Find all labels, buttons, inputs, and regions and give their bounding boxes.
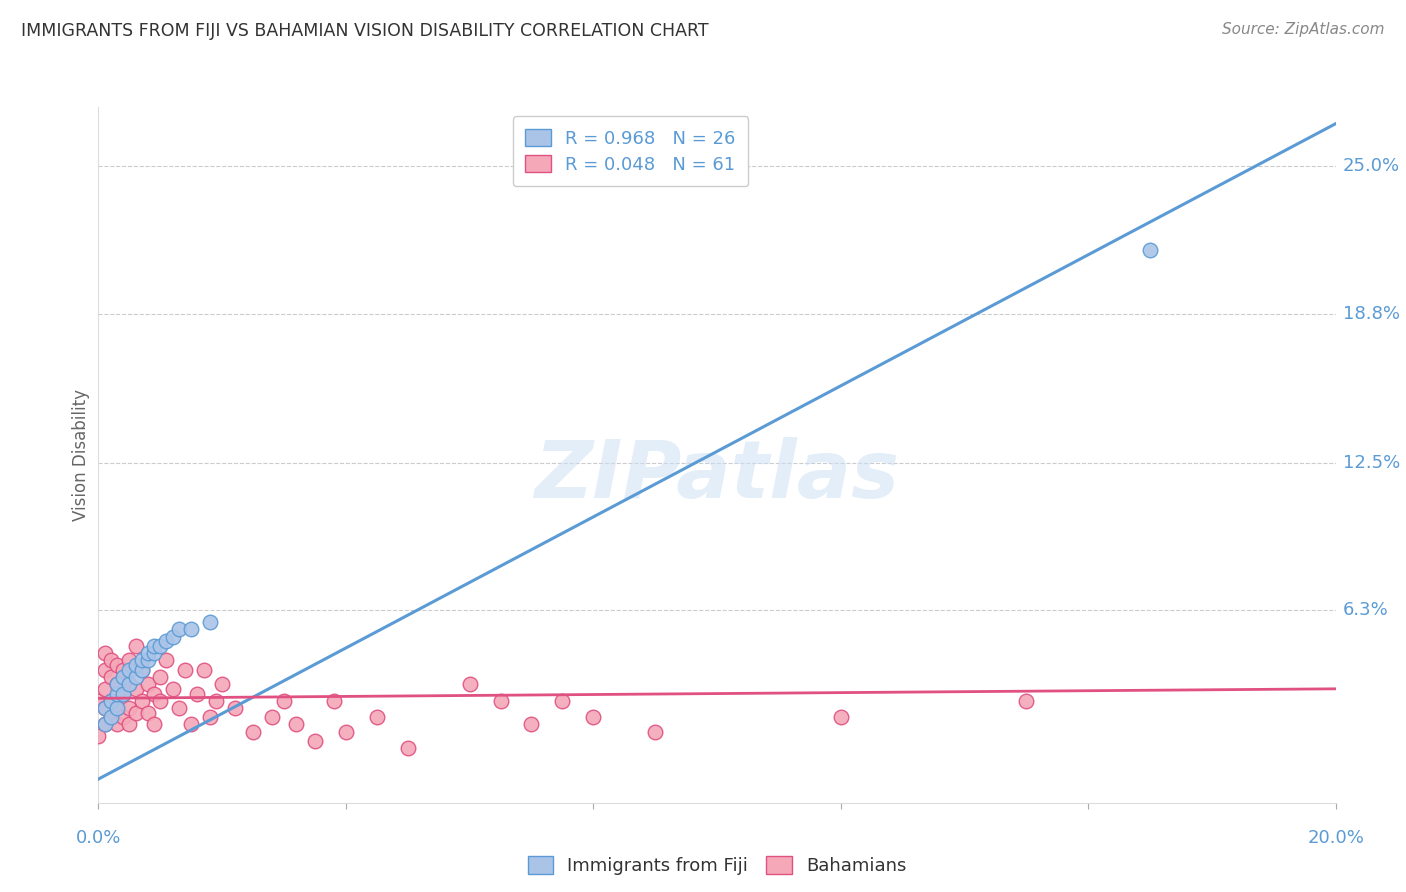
Point bbox=[1015, 694, 1038, 708]
Point bbox=[143, 687, 166, 701]
Point bbox=[118, 677, 141, 691]
Point bbox=[124, 681, 146, 696]
Point bbox=[87, 729, 110, 743]
Point bbox=[155, 634, 177, 648]
Point bbox=[149, 694, 172, 708]
Point bbox=[136, 706, 159, 720]
Text: 25.0%: 25.0% bbox=[1343, 157, 1400, 176]
Point bbox=[112, 687, 135, 701]
Point bbox=[458, 677, 481, 691]
Point bbox=[180, 623, 202, 637]
Point bbox=[87, 694, 110, 708]
Point bbox=[143, 639, 166, 653]
Point bbox=[100, 710, 122, 724]
Legend: Immigrants from Fiji, Bahamians: Immigrants from Fiji, Bahamians bbox=[519, 847, 915, 884]
Point bbox=[242, 724, 264, 739]
Point bbox=[100, 670, 122, 684]
Point bbox=[105, 658, 128, 673]
Point bbox=[105, 701, 128, 715]
Point bbox=[105, 687, 128, 701]
Point bbox=[830, 710, 852, 724]
Point bbox=[118, 653, 141, 667]
Point bbox=[198, 615, 221, 630]
Point bbox=[180, 717, 202, 731]
Text: 6.3%: 6.3% bbox=[1343, 601, 1389, 619]
Point bbox=[100, 694, 122, 708]
Point bbox=[582, 710, 605, 724]
Point bbox=[93, 701, 115, 715]
Text: 18.8%: 18.8% bbox=[1343, 305, 1400, 323]
Point bbox=[1139, 243, 1161, 257]
Text: 0.0%: 0.0% bbox=[76, 829, 121, 847]
Point bbox=[205, 694, 228, 708]
Point bbox=[224, 701, 246, 715]
Point bbox=[211, 677, 233, 691]
Point bbox=[118, 701, 141, 715]
Point bbox=[155, 653, 177, 667]
Point bbox=[551, 694, 574, 708]
Point bbox=[124, 639, 146, 653]
Point bbox=[124, 706, 146, 720]
Point bbox=[112, 663, 135, 677]
Point bbox=[396, 741, 419, 756]
Point bbox=[174, 663, 197, 677]
Point bbox=[193, 663, 215, 677]
Point bbox=[644, 724, 666, 739]
Point bbox=[143, 717, 166, 731]
Point bbox=[118, 717, 141, 731]
Point bbox=[93, 663, 115, 677]
Point bbox=[136, 677, 159, 691]
Point bbox=[322, 694, 344, 708]
Point bbox=[112, 710, 135, 724]
Point bbox=[520, 717, 543, 731]
Point bbox=[100, 694, 122, 708]
Point bbox=[335, 724, 357, 739]
Point bbox=[93, 717, 115, 731]
Point bbox=[304, 734, 326, 748]
Point bbox=[100, 653, 122, 667]
Text: 20.0%: 20.0% bbox=[1308, 829, 1364, 847]
Point bbox=[260, 710, 283, 724]
Point bbox=[100, 710, 122, 724]
Point bbox=[149, 639, 172, 653]
Y-axis label: Vision Disability: Vision Disability bbox=[72, 389, 90, 521]
Text: IMMIGRANTS FROM FIJI VS BAHAMIAN VISION DISABILITY CORRELATION CHART: IMMIGRANTS FROM FIJI VS BAHAMIAN VISION … bbox=[21, 22, 709, 40]
Point bbox=[489, 694, 512, 708]
Point bbox=[131, 653, 153, 667]
Point bbox=[118, 663, 141, 677]
Point bbox=[136, 653, 159, 667]
Point bbox=[105, 677, 128, 691]
Point bbox=[131, 663, 153, 677]
Point bbox=[131, 663, 153, 677]
Text: ZIPatlas: ZIPatlas bbox=[534, 437, 900, 515]
Point bbox=[124, 670, 146, 684]
Point bbox=[105, 701, 128, 715]
Point bbox=[198, 710, 221, 724]
Point bbox=[93, 701, 115, 715]
Point bbox=[105, 677, 128, 691]
Point bbox=[124, 658, 146, 673]
Point bbox=[273, 694, 295, 708]
Point bbox=[93, 681, 115, 696]
Point bbox=[186, 687, 208, 701]
Point bbox=[112, 687, 135, 701]
Point bbox=[167, 701, 190, 715]
Text: 12.5%: 12.5% bbox=[1343, 454, 1400, 472]
Point bbox=[105, 717, 128, 731]
Point bbox=[149, 670, 172, 684]
Point bbox=[366, 710, 388, 724]
Point bbox=[131, 694, 153, 708]
Point bbox=[143, 646, 166, 660]
Point bbox=[112, 670, 135, 684]
Point bbox=[93, 717, 115, 731]
Point bbox=[285, 717, 308, 731]
Point bbox=[136, 646, 159, 660]
Point bbox=[162, 630, 184, 644]
Point bbox=[167, 623, 190, 637]
Point bbox=[118, 677, 141, 691]
Text: Source: ZipAtlas.com: Source: ZipAtlas.com bbox=[1222, 22, 1385, 37]
Point bbox=[93, 646, 115, 660]
Point bbox=[162, 681, 184, 696]
